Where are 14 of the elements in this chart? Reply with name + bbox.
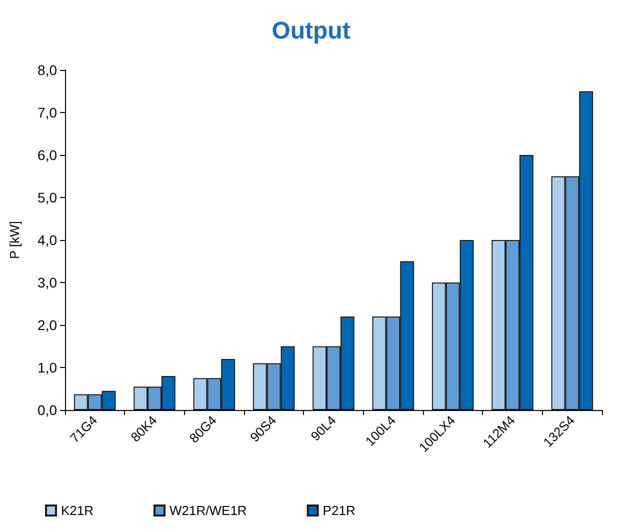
legend-label: W21R/WE1R	[170, 503, 247, 518]
y-tick-label: 4,0	[38, 232, 58, 248]
y-tick-label: 5,0	[38, 190, 58, 206]
y-tick-label: 2,0	[38, 317, 58, 333]
y-tick-label: 6,0	[38, 147, 58, 163]
chart-title: Output	[272, 18, 350, 44]
y-tick-label: 1,0	[38, 360, 58, 376]
y-axis-title: P [kW]	[7, 220, 22, 260]
legend-label: P21R	[322, 503, 356, 518]
y-tick-label: 8,0	[38, 62, 58, 78]
legend-label: K21R	[61, 503, 94, 518]
y-tick-label: 0,0	[38, 402, 58, 418]
y-tick-label: 3,0	[38, 274, 58, 290]
y-tick-label: 7,0	[38, 104, 58, 120]
